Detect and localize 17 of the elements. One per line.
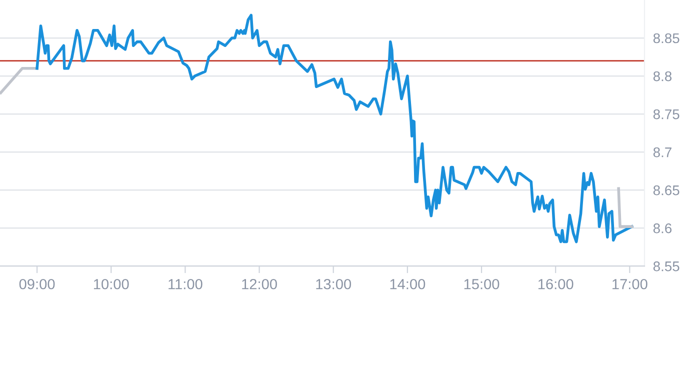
y-tick-label: 8.6: [653, 223, 672, 234]
y-tick-label: 8.85: [653, 33, 680, 44]
x-tick-label: 10:00: [94, 278, 129, 290]
x-tick-label: 11:00: [168, 278, 202, 290]
y-tick-label: 8.75: [653, 109, 680, 120]
x-tick-label: 15:00: [464, 278, 500, 290]
y-tick-label: 8.65: [653, 185, 680, 196]
y-tick-label: 8.55: [653, 261, 680, 272]
line-series: [36, 14, 634, 244]
y-tick-label: 8.7: [653, 147, 672, 158]
x-tick-label: 09:00: [19, 278, 55, 290]
x-tick-label: 13:00: [316, 278, 352, 290]
x-tick-label: 14:00: [390, 278, 426, 290]
x-tick-label: 17:00: [612, 278, 648, 290]
y-tick-label: 8.8: [653, 71, 672, 82]
x-tick-label: 16:00: [538, 278, 574, 290]
x-tick-label: 12:00: [242, 278, 277, 290]
